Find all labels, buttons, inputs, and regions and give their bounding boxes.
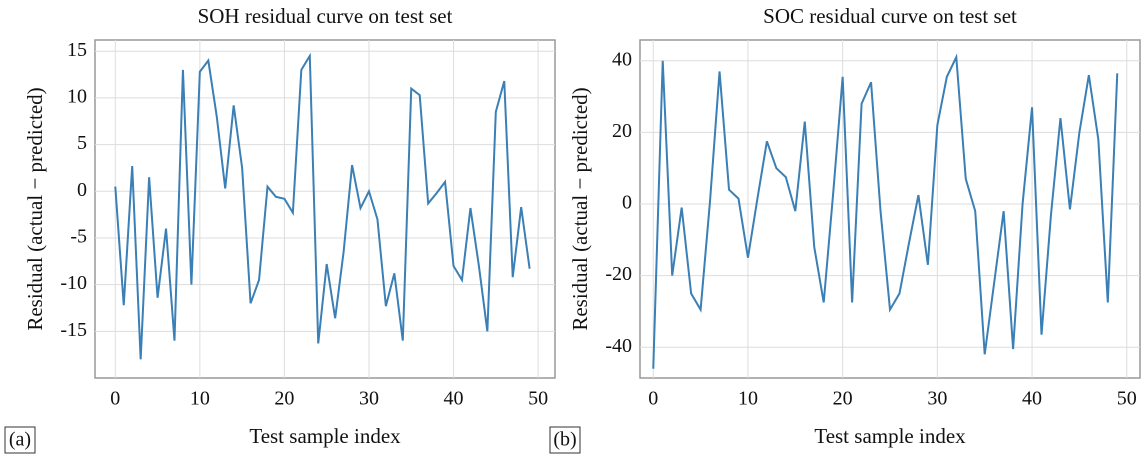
x-tick-label: 30 — [359, 388, 379, 410]
x-tick-label: 50 — [1117, 388, 1137, 410]
x-tick-label: 30 — [927, 388, 947, 410]
y-axis-label: Residual (actual − predicted) — [568, 87, 592, 330]
x-tick-label: 40 — [1022, 388, 1042, 410]
x-tick-label: 40 — [444, 388, 464, 410]
x-tick-label: 0 — [110, 388, 120, 410]
x-tick-label: 10 — [190, 388, 210, 410]
x-tick-label: 10 — [738, 388, 758, 410]
y-tick-label: 10 — [67, 85, 87, 107]
chart-title: SOC residual curve on test set — [763, 4, 1017, 28]
y-tick-label: 0 — [622, 192, 632, 214]
data-line — [114, 52, 531, 360]
panel-box — [549, 426, 581, 454]
y-tick-label: -5 — [70, 226, 87, 248]
x-axis-label: Test sample index — [814, 424, 966, 448]
plot-frame — [639, 39, 1141, 379]
y-tick-label: 0 — [77, 179, 87, 201]
x-tick-label: 50 — [528, 388, 548, 410]
y-tick-label: -15 — [60, 319, 87, 341]
y-axis-label: Residual (actual − predicted) — [23, 87, 47, 330]
x-tick-label: 0 — [648, 388, 658, 410]
x-tick-label: 20 — [833, 388, 853, 410]
y-tick-label: -20 — [605, 263, 632, 285]
y-tick-label: 40 — [612, 48, 632, 70]
chart-title: SOH residual curve on test set — [198, 4, 453, 28]
y-tick-label: -40 — [605, 335, 632, 357]
y-tick-label: 15 — [67, 39, 87, 61]
x-tick-label: 20 — [274, 388, 294, 410]
panel-label: (a) — [9, 429, 31, 451]
x-axis-label: Test sample index — [249, 424, 401, 448]
panel-box — [4, 426, 36, 454]
panel-label: (b) — [553, 429, 576, 451]
plot-frame — [94, 39, 556, 379]
data-line — [652, 53, 1119, 369]
y-tick-label: -10 — [60, 272, 87, 294]
y-tick-label: 20 — [612, 120, 632, 142]
y-tick-label: 5 — [77, 132, 87, 154]
